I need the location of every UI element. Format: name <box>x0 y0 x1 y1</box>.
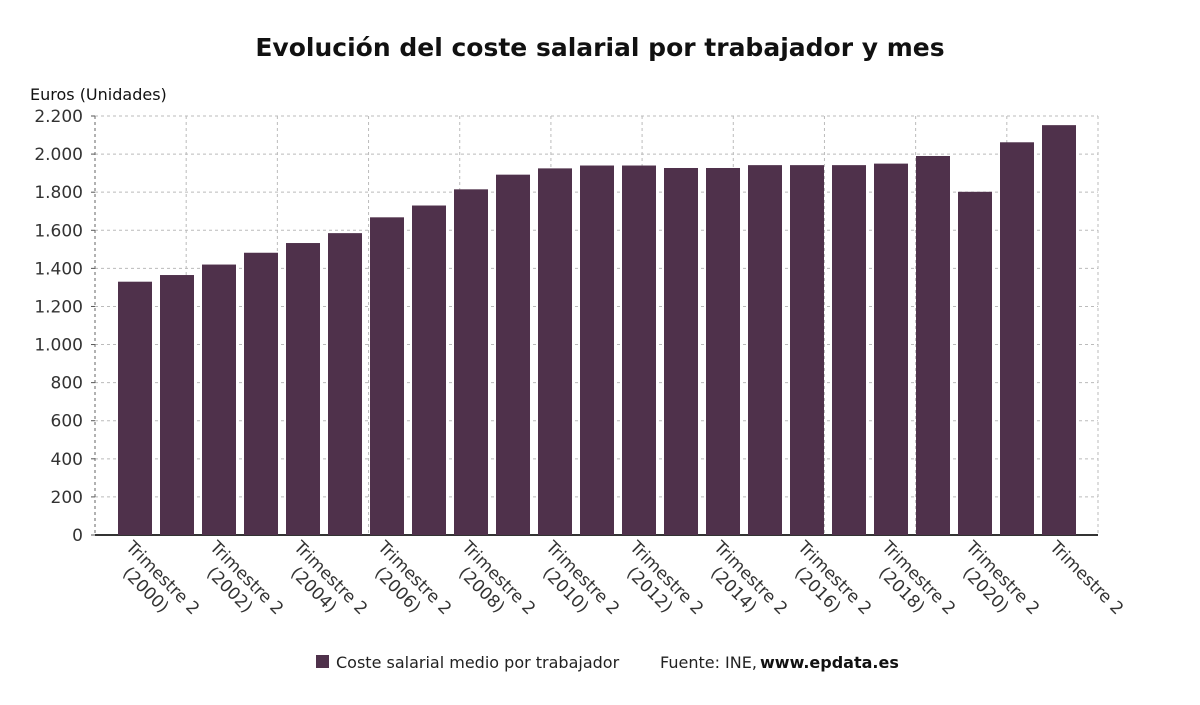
bar <box>748 165 782 535</box>
bar <box>454 189 488 535</box>
bar <box>1000 142 1034 536</box>
y-tick-label: 400 <box>51 450 83 470</box>
bar <box>790 165 824 535</box>
bar <box>202 264 236 535</box>
x-tick-label: Trimestre 2 (2006) <box>358 537 459 638</box>
y-tick-label: 2.000 <box>34 145 83 165</box>
chart-title: Evolución del coste salarial por trabaja… <box>255 33 944 62</box>
x-tick-label: Trimestre 2 (2020) <box>946 537 1047 638</box>
x-tick-label: Trimestre 2 (2002) <box>190 537 291 638</box>
x-tick-label: Trimestre 2 (2010) <box>526 537 627 638</box>
x-tick-label: Trimestre 2 (2014) <box>694 537 795 638</box>
x-tick-label: Trimestre 2 (2008) <box>442 537 543 638</box>
bar <box>496 174 530 535</box>
legend-label: Coste salarial medio por trabajador <box>336 653 620 672</box>
y-tick-label: 1.200 <box>34 297 83 317</box>
y-tick-label: 1.000 <box>34 336 83 356</box>
bar <box>286 243 320 535</box>
bar <box>538 168 572 535</box>
y-tick-label: 200 <box>51 488 83 508</box>
legend-swatch <box>316 655 329 668</box>
y-tick-label: 2.200 <box>34 107 83 127</box>
bar <box>916 155 950 535</box>
bar <box>664 167 698 536</box>
x-tick-label: Trimestre 2 (2018) <box>862 537 963 638</box>
bar <box>370 217 404 535</box>
y-tick-label: 800 <box>51 374 83 394</box>
bar <box>160 275 194 535</box>
y-tick-label: 600 <box>51 412 83 432</box>
bar <box>706 167 740 536</box>
x-tick-label: Trimestre 2 (2004) <box>274 537 375 638</box>
y-tick-label: 1.800 <box>34 183 83 203</box>
x-tick-label: Trimestre 2 <box>1045 537 1127 619</box>
bar <box>244 252 278 535</box>
y-tick-label: 0 <box>72 526 83 546</box>
bar <box>412 205 446 535</box>
y-tick-label: 1.600 <box>34 221 83 241</box>
bar <box>832 165 866 535</box>
y-tick-label: 1.400 <box>34 259 83 279</box>
y-axis-label: Euros (Unidades) <box>30 85 167 104</box>
x-tick-label: Trimestre 2 (2012) <box>610 537 711 638</box>
source-site: www.epdata.es <box>760 653 899 672</box>
bar <box>1042 125 1076 535</box>
bar <box>874 163 908 535</box>
bar <box>958 191 992 535</box>
x-tick-label: Trimestre 2 (2000) <box>106 537 207 638</box>
bar <box>622 165 656 535</box>
bar <box>118 281 152 535</box>
source: Fuente: INE, <box>660 653 757 672</box>
bar <box>580 165 614 535</box>
x-tick-label: Trimestre 2 (2016) <box>778 537 879 638</box>
bar <box>328 233 362 535</box>
